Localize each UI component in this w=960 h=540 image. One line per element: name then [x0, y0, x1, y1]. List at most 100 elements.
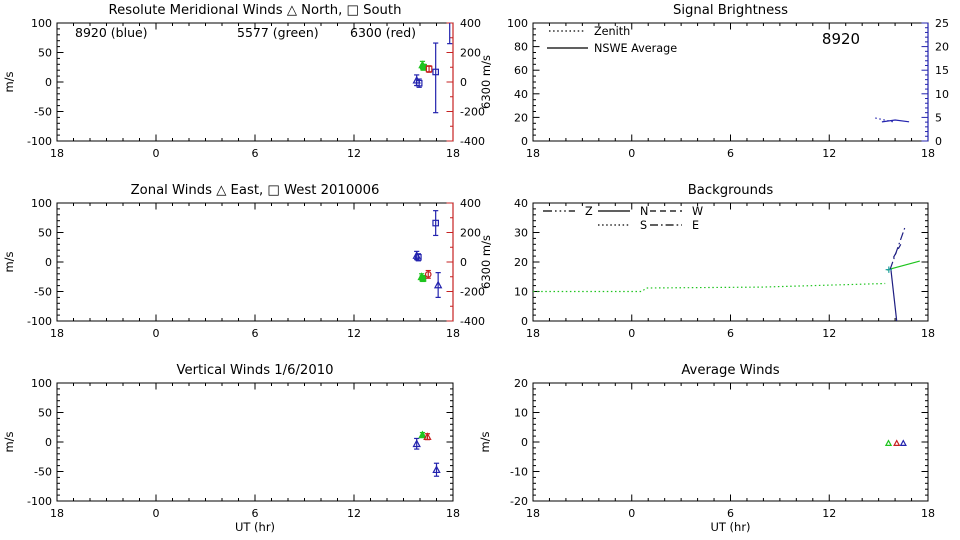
right-y-tick-label: 10: [935, 88, 949, 101]
x-tick-label: 18: [446, 147, 460, 160]
y-tick-label: 50: [38, 227, 52, 240]
x-tick-label: 18: [921, 327, 935, 340]
right-y-tick-label: 25: [935, 17, 949, 30]
y-tick-label: -50: [34, 286, 52, 299]
average-y-axis-title: m/s: [478, 431, 492, 452]
zonal-point-triangle: [433, 280, 443, 289]
meridional-annotation: 8920 (blue): [75, 25, 148, 40]
y-tick-label: 10: [514, 407, 528, 420]
x-tick-label: 6: [252, 327, 259, 340]
y-tick-label: 60: [514, 64, 528, 77]
zonal-point-square: [415, 253, 422, 261]
right-y-tick-label: 15: [935, 64, 949, 77]
x-tick-label: 18: [50, 147, 64, 160]
x-axis-title: UT (hr): [710, 520, 750, 534]
x-tick-label: 0: [628, 507, 635, 520]
zonal-y-axis-title: m/s: [2, 251, 16, 272]
right-y-tick-label: 0: [460, 76, 467, 89]
average-point-triangle: [884, 439, 893, 446]
meridional-frame: [56, 22, 454, 142]
y-tick-label: 0: [521, 135, 528, 148]
right-y-tick-label: -400: [460, 135, 485, 148]
brightness-series: [875, 117, 910, 123]
zonal-point-circle: [424, 271, 432, 278]
meridional-point-square: [425, 65, 433, 73]
y-tick-label: 0: [45, 436, 52, 449]
right-y-tick-label: 200: [460, 227, 481, 240]
x-tick-label: 18: [446, 327, 460, 340]
y-tick-label: 100: [31, 197, 52, 210]
brightness-title: Signal Brightness: [673, 3, 788, 18]
y-tick-label: -20: [510, 495, 528, 508]
vertical-series: [412, 430, 441, 477]
legend-label: N: [640, 205, 648, 218]
zonal-point-square: [432, 219, 439, 227]
y-tick-label: 40: [514, 88, 528, 101]
right-y-tick-label: -400: [460, 315, 485, 328]
y-tick-label: 10: [514, 286, 528, 299]
x-tick-label: 6: [727, 507, 734, 520]
x-tick-label: 6: [727, 327, 734, 340]
y-tick-label: -10: [510, 466, 528, 479]
y-tick-label: -50: [34, 466, 52, 479]
average-frame: [532, 382, 929, 502]
average-title: Average Winds: [681, 363, 779, 378]
zonal-right-axis-title: 6300 m/s: [479, 235, 493, 289]
y-tick-label: -100: [27, 315, 52, 328]
meridional-right-axis-title: 6300 m/s: [479, 55, 493, 109]
panel-average: Average Winds 18 0 6 12 18 UT (hr) -20 -10 0 10 20 m…: [478, 363, 935, 534]
y-tick-label: 0: [45, 256, 52, 269]
meridional-annotation: 6300 (red): [350, 25, 416, 40]
y-tick-label: 40: [514, 197, 528, 210]
y-tick-label: 100: [31, 17, 52, 30]
y-tick-label: 0: [521, 436, 528, 449]
legend-label: Z: [585, 205, 593, 218]
backgrounds-line-S-background: [533, 282, 886, 293]
right-y-tick-label: 200: [460, 47, 481, 60]
backgrounds-line-N-background: [890, 270, 898, 321]
x-tick-label: 6: [727, 147, 734, 160]
meridional-point-square: [432, 68, 439, 76]
average-point-triangle: [899, 439, 907, 446]
x-tick-label: 12: [822, 507, 836, 520]
meridional-annotation: 5577 (green): [237, 25, 319, 40]
vertical-point-triangle: [418, 430, 427, 439]
legend-label: NSWE Average: [594, 42, 677, 55]
x-tick-label: 0: [628, 327, 635, 340]
meridional-series: [412, 23, 453, 114]
x-tick-label: 18: [921, 147, 935, 160]
x-tick-label: 12: [822, 147, 836, 160]
zonal-frame: [56, 202, 454, 322]
meridional-y-axis-title: m/s: [2, 71, 16, 92]
legend-label: E: [692, 219, 699, 232]
vertical-frame: [56, 382, 454, 502]
backgrounds-series: [533, 227, 920, 321]
y-tick-label: 80: [514, 41, 528, 54]
legend-label: S: [640, 219, 647, 232]
backgrounds-title: Backgrounds: [688, 183, 774, 198]
meridional-point-square: [415, 79, 423, 87]
x-tick-label: 18: [526, 507, 540, 520]
right-y-tick-label: 400: [460, 17, 481, 30]
brightness-frame: [532, 22, 929, 142]
y-tick-label: 100: [507, 17, 528, 30]
right-y-tick-label: 0: [460, 256, 467, 269]
y-tick-label: 0: [45, 76, 52, 89]
panel-vertical: Vertical Winds 1/6/2010 18 0 6 12 18 UT (hr) -1…: [2, 363, 460, 534]
x-tick-label: 12: [347, 147, 361, 160]
legend-label: Zenith: [594, 25, 630, 38]
x-tick-label: 0: [628, 147, 635, 160]
x-tick-label: 18: [921, 507, 935, 520]
x-tick-label: 0: [153, 507, 160, 520]
backgrounds-line-W-background: [892, 244, 902, 258]
right-y-tick-label: 0: [935, 135, 942, 148]
right-y-tick-label: -200: [460, 286, 485, 299]
brightness-annotation: 8920: [822, 30, 860, 48]
x-tick-label: 18: [526, 327, 540, 340]
y-tick-label: 50: [38, 47, 52, 60]
x-tick-label: 0: [153, 327, 160, 340]
zonal-point-square: [419, 275, 427, 282]
backgrounds-line-average-background: [886, 260, 920, 271]
